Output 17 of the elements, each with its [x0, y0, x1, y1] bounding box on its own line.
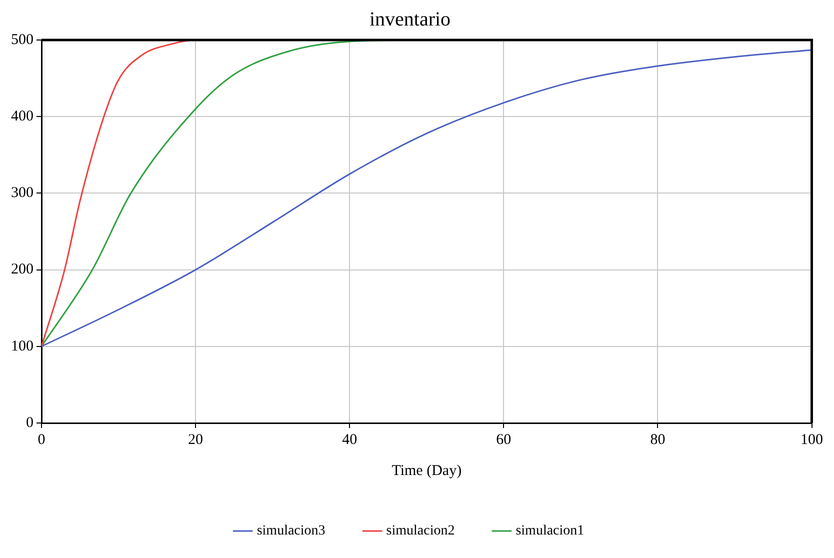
legend-label: simulacion1 [516, 524, 584, 539]
x-axis-title: Time (Day) [392, 462, 462, 479]
y-tick-label: 500 [11, 32, 34, 48]
x-tick-label: 100 [800, 432, 823, 448]
x-tick-label: 40 [342, 432, 358, 448]
y-tick-label: 100 [11, 338, 34, 354]
y-tick-label: 200 [11, 262, 34, 278]
legend-label: simulacion3 [256, 524, 326, 539]
y-tick-label: 400 [11, 108, 34, 125]
x-tick-label: 0 [38, 432, 46, 448]
x-tick-label: 80 [650, 432, 666, 448]
x-tick-label: 60 [496, 432, 512, 448]
y-tick-label: 300 [11, 185, 34, 202]
y-tick-label: 0 [26, 414, 34, 431]
legend-label: simulacion2 [386, 524, 455, 539]
chart-title: inventario [369, 8, 451, 30]
x-tick-label: 20 [188, 432, 204, 448]
